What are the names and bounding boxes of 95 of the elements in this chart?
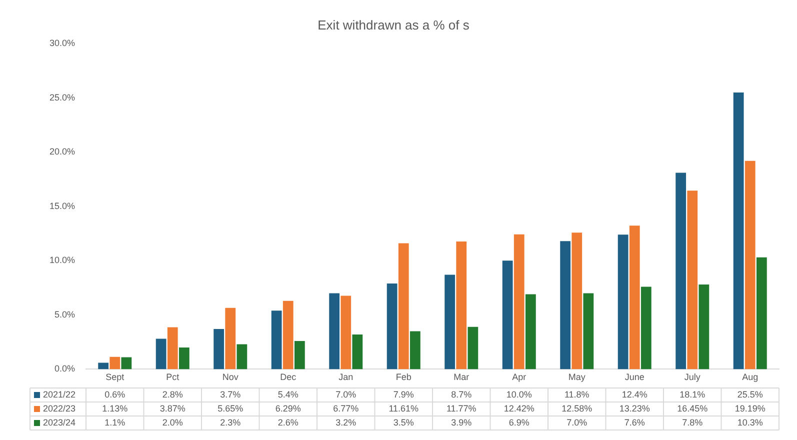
x-tick-label: June	[624, 372, 644, 382]
bar	[214, 329, 224, 370]
data-label: 2.0%	[162, 417, 183, 428]
bar	[687, 190, 698, 370]
data-label: 6.29%	[275, 403, 301, 414]
bar	[733, 92, 744, 370]
bar	[698, 284, 710, 370]
data-label: 7.9%	[393, 389, 414, 400]
data-label: 7.6%	[624, 417, 645, 428]
bar	[468, 326, 478, 370]
data-label: 18.1%	[680, 389, 706, 400]
data-label: 12.58%	[562, 403, 592, 414]
data-label: 10.3%	[737, 417, 763, 428]
data-label: 7.0%	[566, 417, 588, 428]
x-tick-label: Sept	[106, 372, 125, 382]
data-label: 16.45%	[677, 403, 708, 414]
data-label: 3.87%	[160, 403, 186, 414]
y-tick-label: 0.0%	[54, 364, 75, 374]
bar	[236, 344, 248, 370]
bar	[583, 293, 594, 370]
bar	[572, 232, 582, 370]
bar	[386, 283, 398, 370]
data-label: 7.0%	[336, 389, 356, 400]
data-label: 2.6%	[278, 417, 298, 428]
bar	[398, 243, 409, 370]
legend-label: 2022/23	[43, 403, 76, 414]
bar	[282, 300, 294, 370]
bar	[121, 357, 132, 370]
data-label: 12.42%	[504, 403, 534, 414]
data-label: 1.1%	[104, 417, 126, 428]
bar	[271, 310, 282, 370]
y-tick-label: 25.0%	[49, 92, 75, 102]
x-tick-label: Jan	[338, 372, 354, 382]
bar	[744, 160, 756, 370]
bar	[98, 362, 109, 370]
data-label: 6.9%	[508, 417, 530, 428]
bar	[329, 293, 340, 370]
y-tick-label: 15.0%	[49, 200, 75, 211]
data-label: 11.77%	[446, 403, 476, 414]
x-tick-label: Aug	[742, 372, 758, 382]
data-label: 3.7%	[220, 389, 241, 400]
bar	[618, 234, 628, 370]
bar	[640, 286, 652, 370]
data-label: 25.5%	[737, 389, 763, 400]
x-tick-label: July	[684, 372, 701, 382]
data-label: 7.8%	[682, 417, 703, 428]
data-label: 3.5%	[393, 417, 414, 428]
legend-label: 2023/24	[43, 417, 76, 428]
bar	[110, 356, 120, 370]
bar	[294, 340, 305, 370]
bar	[676, 172, 686, 370]
bar	[514, 234, 524, 370]
data-label: 3.2%	[336, 417, 356, 428]
bar	[410, 331, 420, 370]
data-label: 8.7%	[451, 389, 472, 400]
bar	[560, 241, 571, 370]
bar	[502, 260, 513, 370]
x-tick-label: Mar	[454, 372, 470, 382]
x-tick-label: Apr	[512, 372, 526, 382]
data-label: 12.4%	[622, 389, 648, 400]
x-tick-label: Dec	[280, 372, 297, 382]
bar	[456, 241, 467, 370]
y-tick-label: 20.0%	[49, 146, 75, 157]
legend-label: 2021/22	[43, 389, 76, 400]
bar	[444, 274, 456, 370]
x-tick-label: Nov	[222, 372, 239, 382]
bar	[178, 347, 190, 370]
chart-title: Exit withdrawn as a % of s	[318, 17, 470, 32]
bar	[352, 334, 363, 370]
data-label: 2.8%	[162, 389, 183, 400]
data-label: 6.77%	[333, 403, 359, 414]
data-label: 11.61%	[388, 403, 419, 414]
data-label: 11.8%	[564, 389, 590, 400]
y-tick-label: 30.0%	[49, 38, 75, 48]
bar	[340, 296, 352, 370]
data-label: 2.3%	[220, 417, 241, 428]
y-tick-label: 5.0%	[54, 309, 75, 320]
bar	[525, 294, 536, 370]
y-tick-label: 10.0%	[49, 255, 75, 266]
data-label: 13.23%	[619, 403, 650, 414]
data-label: 5.65%	[218, 403, 244, 414]
x-tick-label: May	[568, 372, 586, 382]
bar	[167, 327, 178, 370]
bar	[629, 226, 640, 370]
data-label: 0.6%	[104, 389, 126, 400]
data-label: 3.9%	[451, 417, 472, 428]
bar	[225, 308, 236, 370]
data-label: 19.19%	[734, 403, 766, 414]
x-tick-label: Feb	[396, 372, 412, 382]
data-label: 1.13%	[102, 403, 128, 414]
data-label: 10.0%	[506, 389, 532, 400]
data-label: 5.4%	[278, 389, 298, 400]
bar	[156, 338, 166, 370]
x-tick-label: Pct	[166, 372, 180, 382]
bar	[756, 257, 767, 370]
